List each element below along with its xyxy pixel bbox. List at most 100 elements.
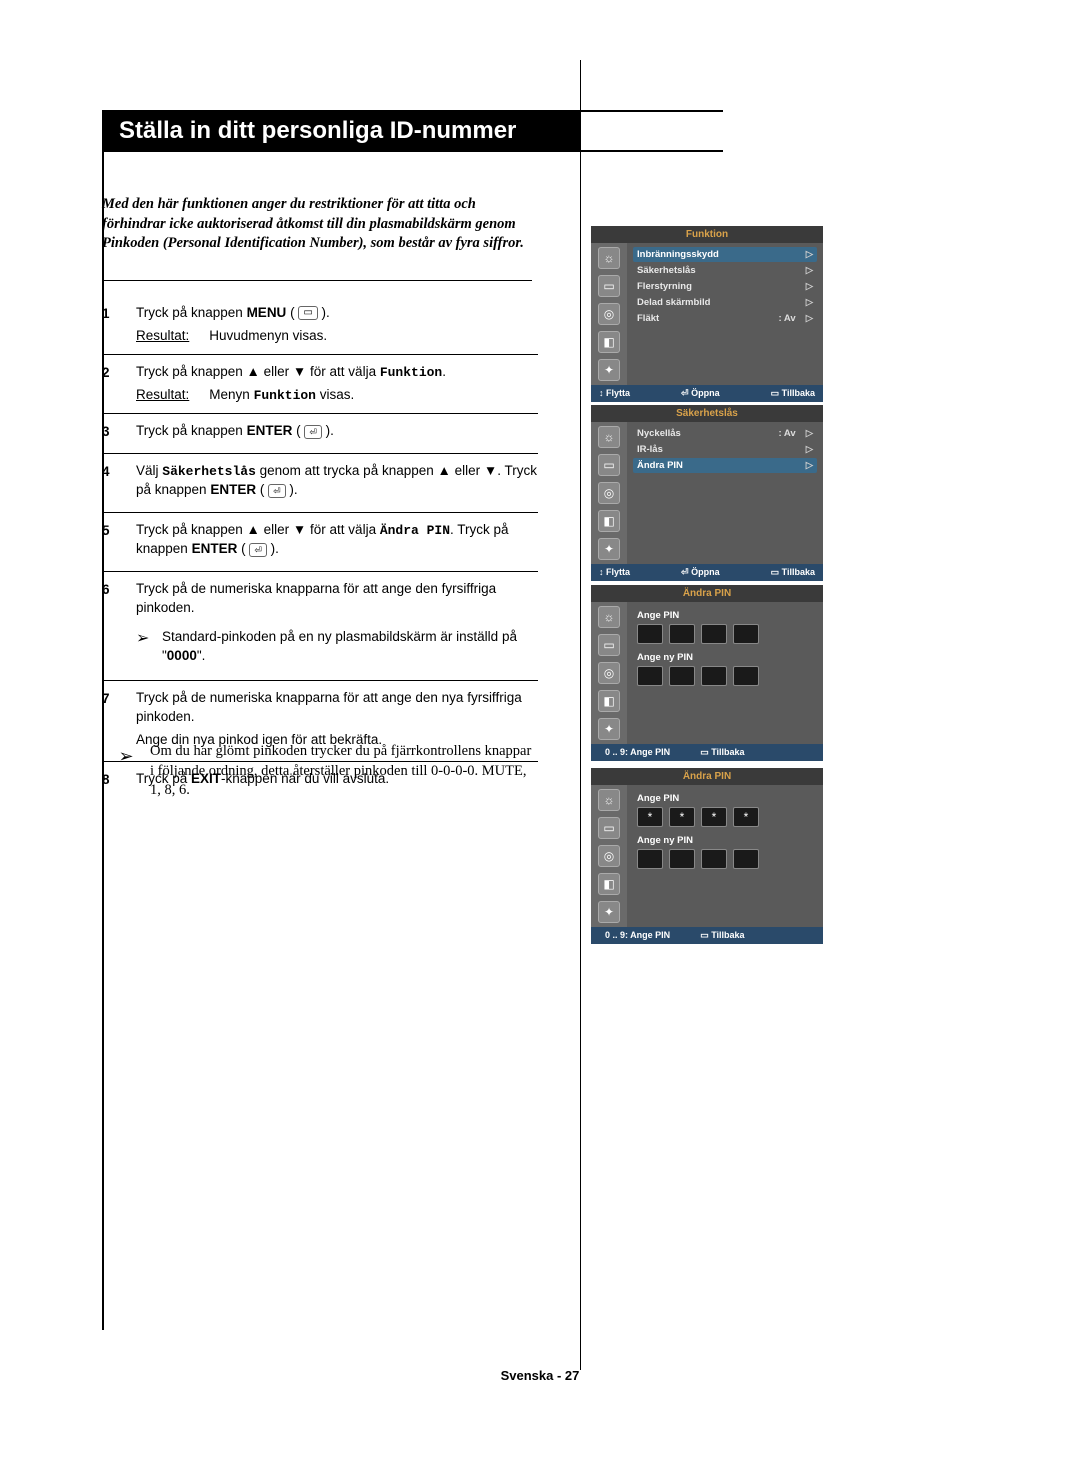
page-number: Svenska - 27 <box>0 1368 1080 1383</box>
steps-list: 1 Tryck på knappen MENU ( ). Resultat:Hu… <box>102 296 538 801</box>
sidebar-icon[interactable]: ▭ <box>598 275 620 297</box>
page-title: Ställa in ditt personliga ID-nummer <box>119 117 516 145</box>
pin-digit[interactable] <box>733 666 759 686</box>
panel-footer: 0 .. 9: Ange PIN▭ Tillbaka <box>591 927 823 944</box>
pin-digit[interactable]: * <box>733 807 759 827</box>
note-arrow-icon: ➢ <box>102 742 150 801</box>
menu-item[interactable]: Ändra PIN▷ <box>633 458 817 473</box>
sidebar-icon[interactable]: ◧ <box>598 331 620 353</box>
sidebar-icon[interactable]: ✦ <box>598 359 620 381</box>
sidebar-icon[interactable]: ☼ <box>598 426 620 448</box>
pin-boxes <box>637 666 817 686</box>
panel-sidebar-icons: ☼ ▭ ◎ ◧ ✦ <box>591 243 627 385</box>
step-body: Tryck på knappen ▲ eller ▼ för att välja… <box>136 521 538 563</box>
margin-line-right <box>580 60 581 1370</box>
title-rule-bottom <box>580 150 723 152</box>
title-rule-top <box>580 110 723 112</box>
pin-label: Ange ny PIN <box>637 652 817 663</box>
pin-digit[interactable]: * <box>701 807 727 827</box>
menu-item[interactable]: Fläkt: Av▷ <box>633 311 817 326</box>
osd-panel-andra-pin-1: Ändra PIN ☼ ▭ ◎ ◧ ✦ Ange PIN Ange ny PIN <box>591 585 823 761</box>
panel-footer: ↕ Flytta⏎ Öppna▭ Tillbaka <box>591 385 823 402</box>
step-2: 2 Tryck på knappen ▲ eller ▼ för att väl… <box>102 355 538 414</box>
intro-paragraph: Med den här funktionen anger du restrikt… <box>102 195 532 254</box>
sidebar-icon[interactable]: ◎ <box>598 845 620 867</box>
menu-icon <box>298 306 317 320</box>
osd-panel-andra-pin-2: Ändra PIN ☼ ▭ ◎ ◧ ✦ Ange PIN * * * * Ang… <box>591 768 823 944</box>
pin-digit[interactable] <box>669 849 695 869</box>
note-arrow-icon: ➢ <box>136 628 162 666</box>
pin-digit[interactable] <box>637 666 663 686</box>
step-3: 3 Tryck på knappen ENTER ( ). <box>102 414 538 454</box>
panel-title: Ändra PIN <box>591 768 823 785</box>
sidebar-icon[interactable]: ☼ <box>598 789 620 811</box>
pin-digit[interactable]: * <box>669 807 695 827</box>
step-body: Tryck på de numeriska knapparna för att … <box>136 580 538 672</box>
panel-menu-list: Nyckellås: Av▷ IR-lås▷ Ändra PIN▷ <box>627 422 823 564</box>
enter-icon <box>249 543 267 557</box>
pin-entry-area: Ange PIN * * * * Ange ny PIN <box>627 785 823 927</box>
pin-digit[interactable]: * <box>637 807 663 827</box>
sidebar-icon[interactable]: ◎ <box>598 662 620 684</box>
sidebar-icon[interactable]: ◧ <box>598 690 620 712</box>
step-body: Välj Säkerhetslås genom att trycka på kn… <box>136 462 538 504</box>
pin-boxes <box>637 849 817 869</box>
pin-label: Ange PIN <box>637 610 817 621</box>
panel-title: Funktion <box>591 226 823 243</box>
pin-boxes: * * * * <box>637 807 817 827</box>
step-num: 2 <box>102 363 136 405</box>
sidebar-icon[interactable]: ▭ <box>598 454 620 476</box>
panel-sidebar-icons: ☼ ▭ ◎ ◧ ✦ <box>591 602 627 744</box>
page: Ställa in ditt personliga ID-nummer Med … <box>0 0 1080 1473</box>
sidebar-icon[interactable]: ◧ <box>598 873 620 895</box>
enter-icon <box>268 484 286 498</box>
panel-title: Säkerhetslås <box>591 405 823 422</box>
sidebar-icon[interactable]: ☼ <box>598 606 620 628</box>
sidebar-icon[interactable]: ◧ <box>598 510 620 532</box>
pin-boxes <box>637 624 817 644</box>
sidebar-icon[interactable]: ▭ <box>598 817 620 839</box>
pin-label: Ange ny PIN <box>637 835 817 846</box>
pin-digit[interactable] <box>701 624 727 644</box>
menu-item[interactable]: Inbränningsskydd▷ <box>633 247 817 262</box>
panel-sidebar-icons: ☼ ▭ ◎ ◧ ✦ <box>591 422 627 564</box>
sidebar-icon[interactable]: ✦ <box>598 718 620 740</box>
step-num: 5 <box>102 521 136 563</box>
step-body: Tryck på knappen MENU ( ). Resultat:Huvu… <box>136 304 538 346</box>
panel-footer: ↕ Flytta⏎ Öppna▭ Tillbaka <box>591 564 823 581</box>
title-box: Ställa in ditt personliga ID-nummer <box>102 110 580 152</box>
sidebar-icon[interactable]: ▭ <box>598 634 620 656</box>
pin-digit[interactable] <box>701 849 727 869</box>
panel-menu-list: Inbränningsskydd▷ Säkerhetslås▷ Flerstyr… <box>627 243 823 385</box>
step-num: 6 <box>102 580 136 672</box>
sidebar-icon[interactable]: ✦ <box>598 901 620 923</box>
menu-item[interactable]: Säkerhetslås▷ <box>633 263 817 278</box>
enter-icon <box>304 425 322 439</box>
pin-digit[interactable] <box>733 849 759 869</box>
pin-digit[interactable] <box>637 849 663 869</box>
menu-item[interactable]: IR-lås▷ <box>633 442 817 457</box>
pin-digit[interactable] <box>637 624 663 644</box>
sidebar-icon[interactable]: ◎ <box>598 482 620 504</box>
step-4: 4 Välj Säkerhetslås genom att trycka på … <box>102 454 538 513</box>
panel-footer: 0 .. 9: Ange PIN▭ Tillbaka <box>591 744 823 761</box>
step-1: 1 Tryck på knappen MENU ( ). Resultat:Hu… <box>102 296 538 355</box>
intro-divider <box>102 280 532 281</box>
osd-panel-sakerhetslas: Säkerhetslås ☼ ▭ ◎ ◧ ✦ Nyckellås: Av▷ IR… <box>591 405 823 581</box>
step-5: 5 Tryck på knappen ▲ eller ▼ för att väl… <box>102 513 538 572</box>
menu-item[interactable]: Flerstyrning▷ <box>633 279 817 294</box>
pin-digit[interactable] <box>701 666 727 686</box>
pin-digit[interactable] <box>733 624 759 644</box>
panel-sidebar-icons: ☼ ▭ ◎ ◧ ✦ <box>591 785 627 927</box>
sidebar-icon[interactable]: ✦ <box>598 538 620 560</box>
sidebar-icon[interactable]: ◎ <box>598 303 620 325</box>
pin-entry-area: Ange PIN Ange ny PIN <box>627 602 823 744</box>
step-body: Tryck på knappen ENTER ( ). <box>136 422 538 445</box>
menu-item[interactable]: Delad skärmbild▷ <box>633 295 817 310</box>
pin-digit[interactable] <box>669 666 695 686</box>
osd-panel-funktion: Funktion ☼ ▭ ◎ ◧ ✦ Inbränningsskydd▷ Säk… <box>591 226 823 402</box>
pin-digit[interactable] <box>669 624 695 644</box>
reset-note: ➢ Om du har glömt pinkoden trycker du på… <box>102 742 538 801</box>
sidebar-icon[interactable]: ☼ <box>598 247 620 269</box>
menu-item[interactable]: Nyckellås: Av▷ <box>633 426 817 441</box>
